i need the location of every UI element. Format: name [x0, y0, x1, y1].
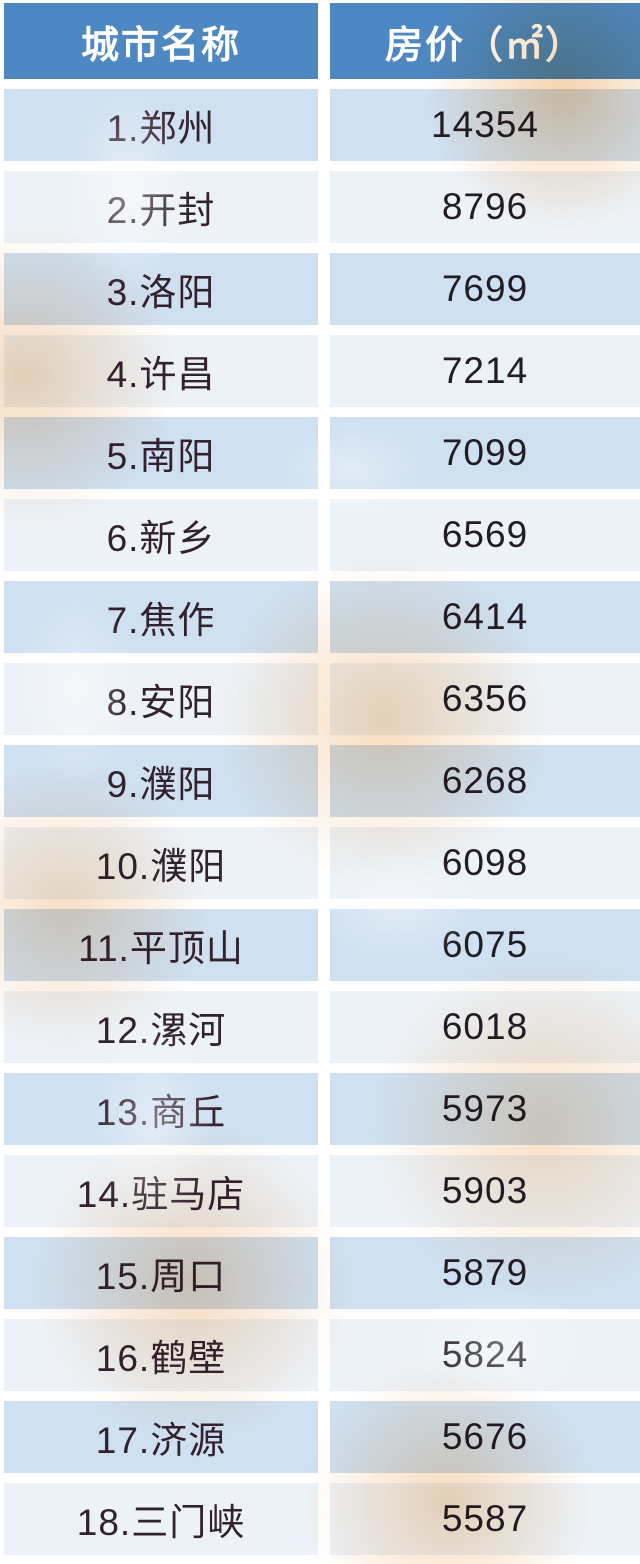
city-cell: 2.开封	[4, 171, 318, 243]
city-cell: 9.濮阳	[4, 745, 318, 817]
table-row: 8.安阳 6356	[4, 663, 640, 735]
city-cell: 13.商丘	[4, 1073, 318, 1145]
city-cell: 5.南阳	[4, 417, 318, 489]
price-cell: 6569	[330, 499, 640, 571]
price-cell: 5903	[330, 1155, 640, 1227]
city-cell: 1.郑州	[4, 89, 318, 161]
table-row: 10.濮阳 6098	[4, 827, 640, 899]
table-row: 16.鹤壁 5824	[4, 1319, 640, 1391]
city-cell: 6.新乡	[4, 499, 318, 571]
table-body: 1.郑州 14354 2.开封 8796 3.洛阳 7699 4.许昌 7214…	[4, 89, 640, 1555]
city-cell: 7.焦作	[4, 581, 318, 653]
price-cell: 5824	[330, 1319, 640, 1391]
table-row: 13.商丘 5973	[4, 1073, 640, 1145]
table-row: 18.三门峡 5587	[4, 1483, 640, 1555]
table-row: 15.周口 5879	[4, 1237, 640, 1309]
price-cell: 5973	[330, 1073, 640, 1145]
price-cell: 7699	[330, 253, 640, 325]
city-cell: 18.三门峡	[4, 1483, 318, 1555]
header-price-column: 房价（㎡）	[330, 3, 640, 79]
header-city-column: 城市名称	[4, 3, 318, 79]
table-row: 1.郑州 14354	[4, 89, 640, 161]
city-cell: 10.濮阳	[4, 827, 318, 899]
table-row: 12.漯河 6018	[4, 991, 640, 1063]
city-cell: 3.洛阳	[4, 253, 318, 325]
table-row: 2.开封 8796	[4, 171, 640, 243]
table-row: 5.南阳 7099	[4, 417, 640, 489]
city-cell: 17.济源	[4, 1401, 318, 1473]
table-row: 4.许昌 7214	[4, 335, 640, 407]
city-cell: 14.驻马店	[4, 1155, 318, 1227]
price-cell: 6018	[330, 991, 640, 1063]
table-row: 3.洛阳 7699	[4, 253, 640, 325]
price-cell: 8796	[330, 171, 640, 243]
price-cell: 6098	[330, 827, 640, 899]
city-cell: 4.许昌	[4, 335, 318, 407]
table-row: 7.焦作 6414	[4, 581, 640, 653]
city-cell: 12.漯河	[4, 991, 318, 1063]
city-cell: 8.安阳	[4, 663, 318, 735]
table-header-row: 城市名称 房价（㎡）	[4, 3, 640, 79]
table-row: 17.济源 5676	[4, 1401, 640, 1473]
price-cell: 5879	[330, 1237, 640, 1309]
price-cell: 6356	[330, 663, 640, 735]
price-cell: 6414	[330, 581, 640, 653]
city-cell: 16.鹤壁	[4, 1319, 318, 1391]
table-row: 6.新乡 6569	[4, 499, 640, 571]
price-cell: 5676	[330, 1401, 640, 1473]
table-row: 14.驻马店 5903	[4, 1155, 640, 1227]
price-cell: 6268	[330, 745, 640, 817]
table-row: 11.平顶山 6075	[4, 909, 640, 981]
price-cell: 7214	[330, 335, 640, 407]
price-cell: 7099	[330, 417, 640, 489]
price-cell: 6075	[330, 909, 640, 981]
city-cell: 15.周口	[4, 1237, 318, 1309]
price-cell: 14354	[330, 89, 640, 161]
table-row: 9.濮阳 6268	[4, 745, 640, 817]
city-cell: 11.平顶山	[4, 909, 318, 981]
price-cell: 5587	[330, 1483, 640, 1555]
